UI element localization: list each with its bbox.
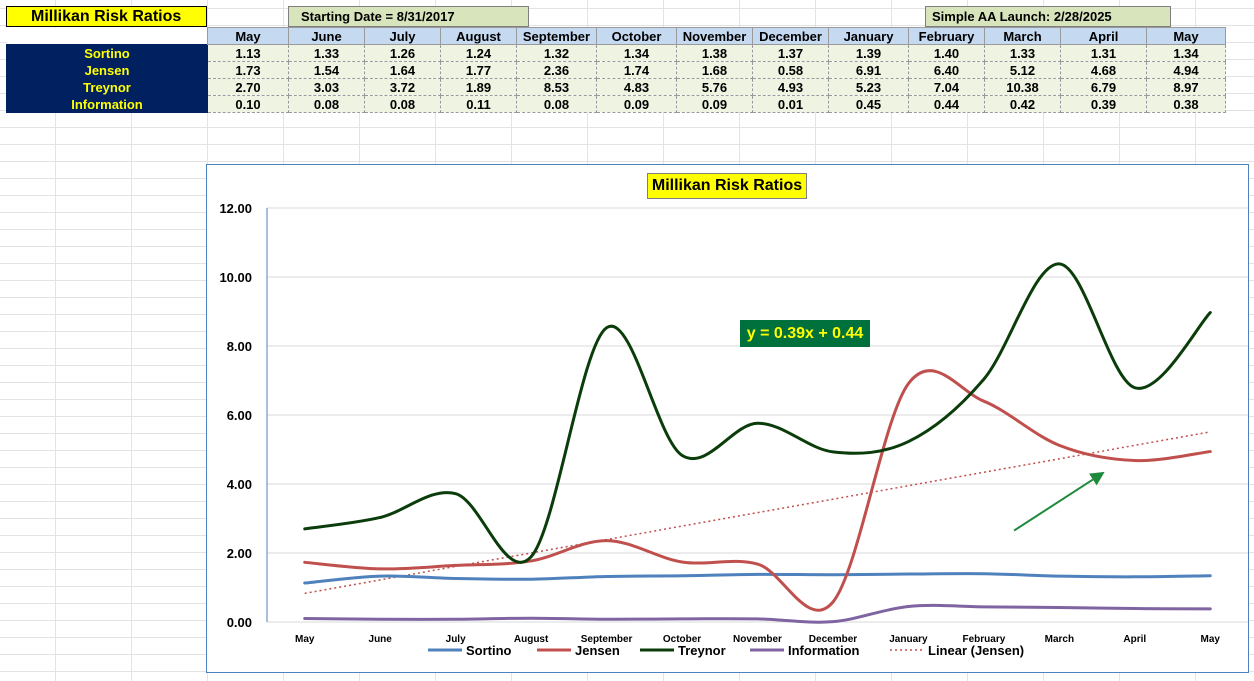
- value-cell[interactable]: 1.24: [440, 44, 517, 62]
- value-cell[interactable]: 1.31: [1060, 44, 1147, 62]
- value-cell[interactable]: 6.40: [908, 61, 985, 79]
- y-tick-label: 4.00: [227, 477, 252, 492]
- x-tick-label: July: [446, 634, 466, 645]
- row-label[interactable]: Information: [6, 95, 208, 113]
- x-tick-label: June: [369, 634, 393, 645]
- risk-ratio-table: May June July August September October N…: [6, 27, 1226, 113]
- x-tick-label: August: [514, 634, 549, 645]
- annotation-arrow-head: [1089, 471, 1105, 486]
- value-cell[interactable]: 0.10: [207, 95, 289, 113]
- value-cell[interactable]: 3.03: [288, 78, 365, 96]
- row-label[interactable]: Jensen: [6, 61, 208, 79]
- legend-label: Jensen: [575, 643, 620, 658]
- x-tick-label: April: [1123, 634, 1146, 645]
- month-header[interactable]: December: [752, 27, 829, 45]
- x-tick-label: February: [962, 634, 1005, 645]
- table-row-information: Information 0.10 0.08 0.08 0.11 0.08 0.0…: [6, 95, 1226, 113]
- sheet-title[interactable]: Millikan Risk Ratios: [6, 6, 207, 27]
- value-cell[interactable]: 1.33: [984, 44, 1061, 62]
- value-cell[interactable]: 5.12: [984, 61, 1061, 79]
- value-cell[interactable]: 1.32: [516, 44, 597, 62]
- table-row-treynor: Treynor 2.70 3.03 3.72 1.89 8.53 4.83 5.…: [6, 78, 1226, 96]
- y-tick-label: 2.00: [227, 546, 252, 561]
- series-line-treynor: [303, 262, 1212, 564]
- value-cell[interactable]: 0.44: [908, 95, 985, 113]
- value-cell[interactable]: 3.72: [364, 78, 441, 96]
- value-cell[interactable]: 1.89: [440, 78, 517, 96]
- y-tick-label: 0.00: [227, 615, 252, 630]
- value-cell[interactable]: 8.53: [516, 78, 597, 96]
- series-line-jensen: [303, 369, 1212, 612]
- value-cell[interactable]: 1.40: [908, 44, 985, 62]
- chart-title[interactable]: Millikan Risk Ratios: [647, 173, 807, 199]
- legend-label: Treynor: [678, 643, 726, 658]
- x-tick-label: January: [889, 634, 928, 645]
- series-line-information: [303, 603, 1212, 624]
- value-cell[interactable]: 1.33: [288, 44, 365, 62]
- month-header[interactable]: February: [908, 27, 985, 45]
- y-tick-label: 6.00: [227, 408, 252, 423]
- y-tick-label: 12.00: [219, 201, 252, 216]
- x-tick-label: November: [733, 634, 782, 645]
- month-header[interactable]: October: [596, 27, 677, 45]
- month-header[interactable]: January: [828, 27, 909, 45]
- value-cell[interactable]: 4.93: [752, 78, 829, 96]
- value-cell[interactable]: 0.08: [288, 95, 365, 113]
- annotation-arrow-shaft: [1013, 478, 1094, 532]
- value-cell[interactable]: 1.38: [676, 44, 753, 62]
- trendline-equation[interactable]: y = 0.39x + 0.44: [740, 320, 870, 347]
- row-label[interactable]: Treynor: [6, 78, 208, 96]
- x-tick-label: May: [1201, 634, 1221, 645]
- y-tick-label: 8.00: [227, 339, 252, 354]
- x-tick-label: May: [295, 634, 315, 645]
- series-line-sortino: [303, 572, 1212, 585]
- value-cell[interactable]: 6.79: [1060, 78, 1147, 96]
- y-tick-label: 10.00: [219, 270, 252, 285]
- month-header[interactable]: March: [984, 27, 1061, 45]
- value-cell[interactable]: 2.70: [207, 78, 289, 96]
- value-cell[interactable]: 0.58: [752, 61, 829, 79]
- value-cell[interactable]: 1.77: [440, 61, 517, 79]
- value-cell[interactable]: 0.08: [516, 95, 597, 113]
- value-cell[interactable]: 4.94: [1146, 61, 1226, 79]
- value-cell[interactable]: 1.39: [828, 44, 909, 62]
- legend-label: Sortino: [466, 643, 512, 658]
- value-cell[interactable]: 0.09: [596, 95, 677, 113]
- value-cell[interactable]: 0.45: [828, 95, 909, 113]
- launch-date-cell[interactable]: Simple AA Launch: 2/28/2025: [925, 6, 1171, 27]
- value-cell[interactable]: 7.04: [908, 78, 985, 96]
- x-tick-label: October: [663, 634, 701, 645]
- value-cell[interactable]: 1.64: [364, 61, 441, 79]
- starting-date-cell[interactable]: Starting Date = 8/31/2017: [288, 6, 529, 27]
- legend-label: Information: [788, 643, 860, 658]
- legend-label: Linear (Jensen): [928, 643, 1024, 658]
- trendline-jensen: [304, 431, 1211, 595]
- table-row-jensen: Jensen 1.73 1.54 1.64 1.77 2.36 1.74 1.6…: [6, 61, 1226, 79]
- value-cell[interactable]: 5.23: [828, 78, 909, 96]
- value-cell[interactable]: 0.39: [1060, 95, 1147, 113]
- month-header[interactable]: September: [516, 27, 597, 45]
- corner-cell: [6, 27, 208, 45]
- value-cell[interactable]: 0.42: [984, 95, 1061, 113]
- value-cell[interactable]: 1.37: [752, 44, 829, 62]
- month-header[interactable]: May: [1146, 27, 1226, 45]
- value-cell[interactable]: 8.97: [1146, 78, 1226, 96]
- chart-area[interactable]: [206, 164, 1249, 673]
- value-cell[interactable]: 0.38: [1146, 95, 1226, 113]
- x-tick-label: March: [1045, 634, 1074, 645]
- value-cell[interactable]: 1.54: [288, 61, 365, 79]
- x-tick-label: September: [581, 634, 633, 645]
- x-tick-label: December: [809, 634, 857, 645]
- month-header[interactable]: August: [440, 27, 517, 45]
- value-cell[interactable]: 0.11: [440, 95, 517, 113]
- value-cell[interactable]: 1.34: [1146, 44, 1226, 62]
- value-cell[interactable]: 1.68: [676, 61, 753, 79]
- month-header-row: May June July August September October N…: [6, 27, 1226, 45]
- value-cell[interactable]: 1.13: [207, 44, 289, 62]
- value-cell[interactable]: 10.38: [984, 78, 1061, 96]
- value-cell[interactable]: 0.08: [364, 95, 441, 113]
- value-cell[interactable]: 0.09: [676, 95, 753, 113]
